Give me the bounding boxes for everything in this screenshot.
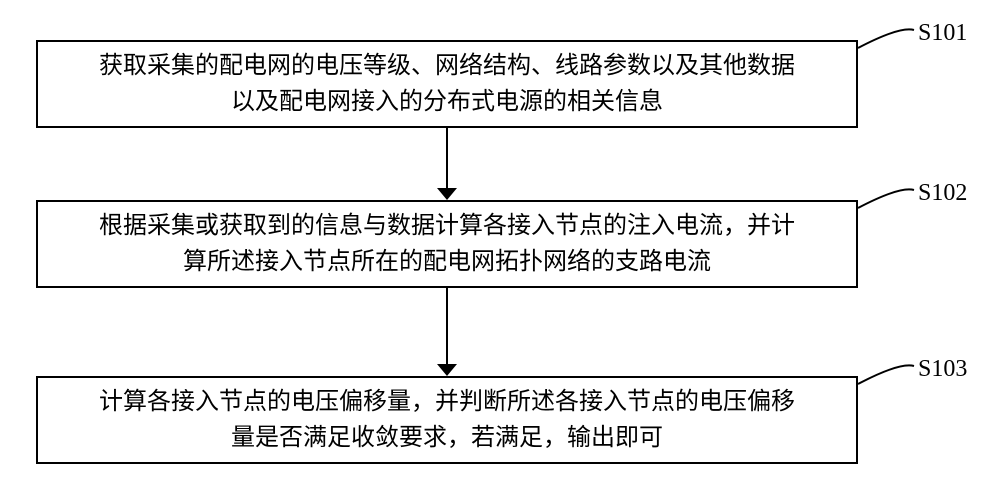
flow-arrow-0 bbox=[446, 128, 448, 188]
flow-arrow-1 bbox=[446, 288, 448, 364]
flow-arrow-head-0 bbox=[437, 188, 457, 200]
flow-arrow-head-1 bbox=[437, 364, 457, 376]
callout-s103 bbox=[0, 0, 1000, 502]
